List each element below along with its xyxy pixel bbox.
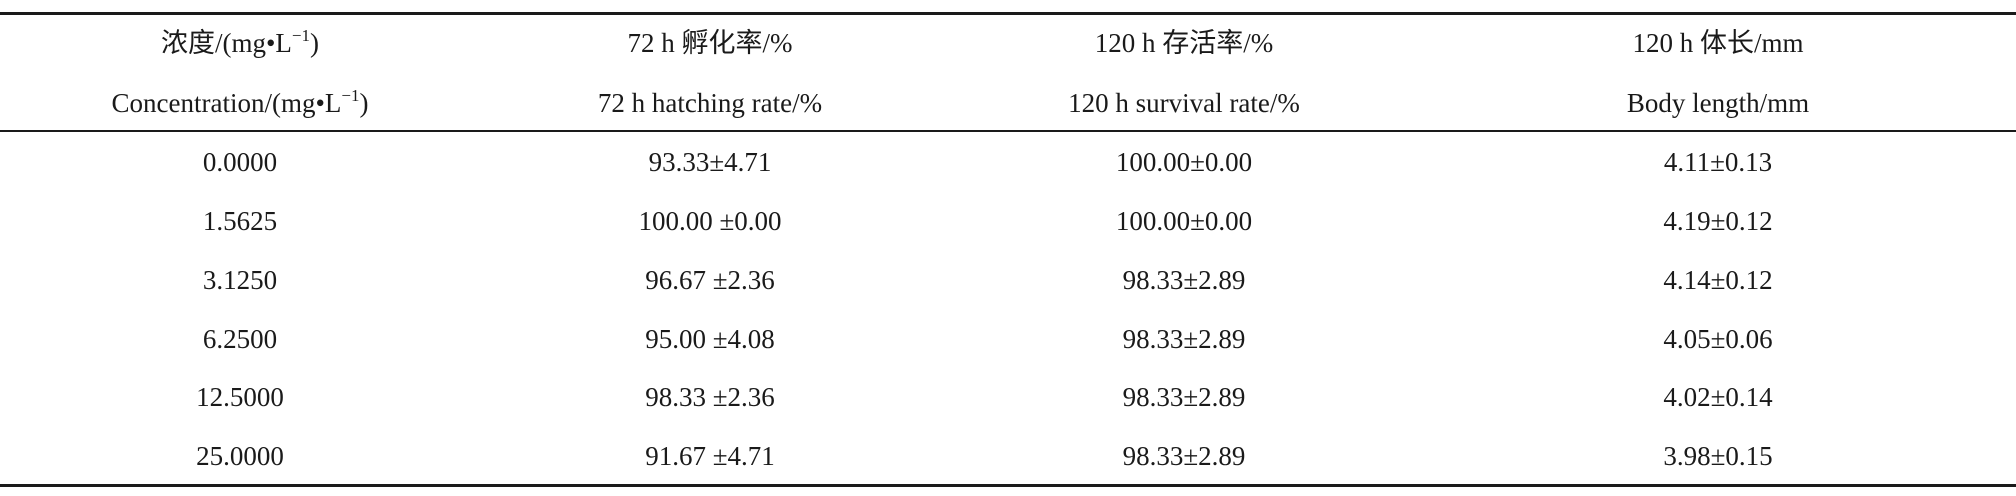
- cell-survival-rate: 100.00±0.00: [1115, 147, 1253, 177]
- cell-survival-rate: 98.33±2.89: [1122, 324, 1246, 354]
- cell-concentration: 1.5625: [202, 206, 278, 236]
- header-hatching-rate-zh: 72 h 孵化率/%: [627, 28, 793, 58]
- header-body-length-en: Body length/mm: [1626, 88, 1810, 118]
- header-survival-rate-zh: 120 h 存活率/%: [1094, 28, 1274, 58]
- cell-body-length: 3.98±0.15: [1663, 441, 1773, 471]
- cell-survival-rate: 100.00±0.00: [1115, 206, 1253, 236]
- cell-concentration: 0.0000: [202, 147, 278, 177]
- table-bottom-rule: [0, 484, 2016, 487]
- cell-hatching-rate: 93.33±4.71: [648, 147, 772, 177]
- cell-hatching-rate: 96.67 ±2.36: [645, 265, 775, 295]
- header-body-length-zh: 120 h 体长/mm: [1632, 28, 1804, 58]
- header-concentration-en: Concentration/(mg•L−1): [111, 86, 369, 118]
- cell-body-length: 4.11±0.13: [1663, 147, 1773, 177]
- cell-concentration: 12.5000: [196, 382, 284, 412]
- cell-survival-rate: 98.33±2.89: [1122, 441, 1246, 471]
- cell-body-length: 4.05±0.06: [1663, 324, 1773, 354]
- cell-concentration: 6.2500: [202, 324, 278, 354]
- cell-concentration: 3.1250: [202, 265, 278, 295]
- cell-body-length: 4.14±0.12: [1663, 265, 1773, 295]
- cell-hatching-rate: 95.00 ±4.08: [645, 324, 775, 354]
- cell-concentration: 25.0000: [196, 441, 284, 471]
- cell-survival-rate: 98.33±2.89: [1122, 382, 1246, 412]
- cell-hatching-rate: 100.00 ±0.00: [638, 206, 782, 236]
- header-survival-rate-en: 120 h survival rate/%: [1068, 88, 1300, 118]
- cell-hatching-rate: 91.67 ±4.71: [645, 441, 775, 471]
- cell-body-length: 4.19±0.12: [1663, 206, 1773, 236]
- header-hatching-rate-en: 72 h hatching rate/%: [597, 88, 823, 118]
- table-top-rule: [0, 12, 2016, 15]
- cell-survival-rate: 98.33±2.89: [1122, 265, 1246, 295]
- table-header-rule: [0, 130, 2016, 132]
- header-concentration-zh: 浓度/(mg•L−1): [160, 26, 320, 58]
- cell-body-length: 4.02±0.14: [1663, 382, 1773, 412]
- cell-hatching-rate: 98.33 ±2.36: [645, 382, 775, 412]
